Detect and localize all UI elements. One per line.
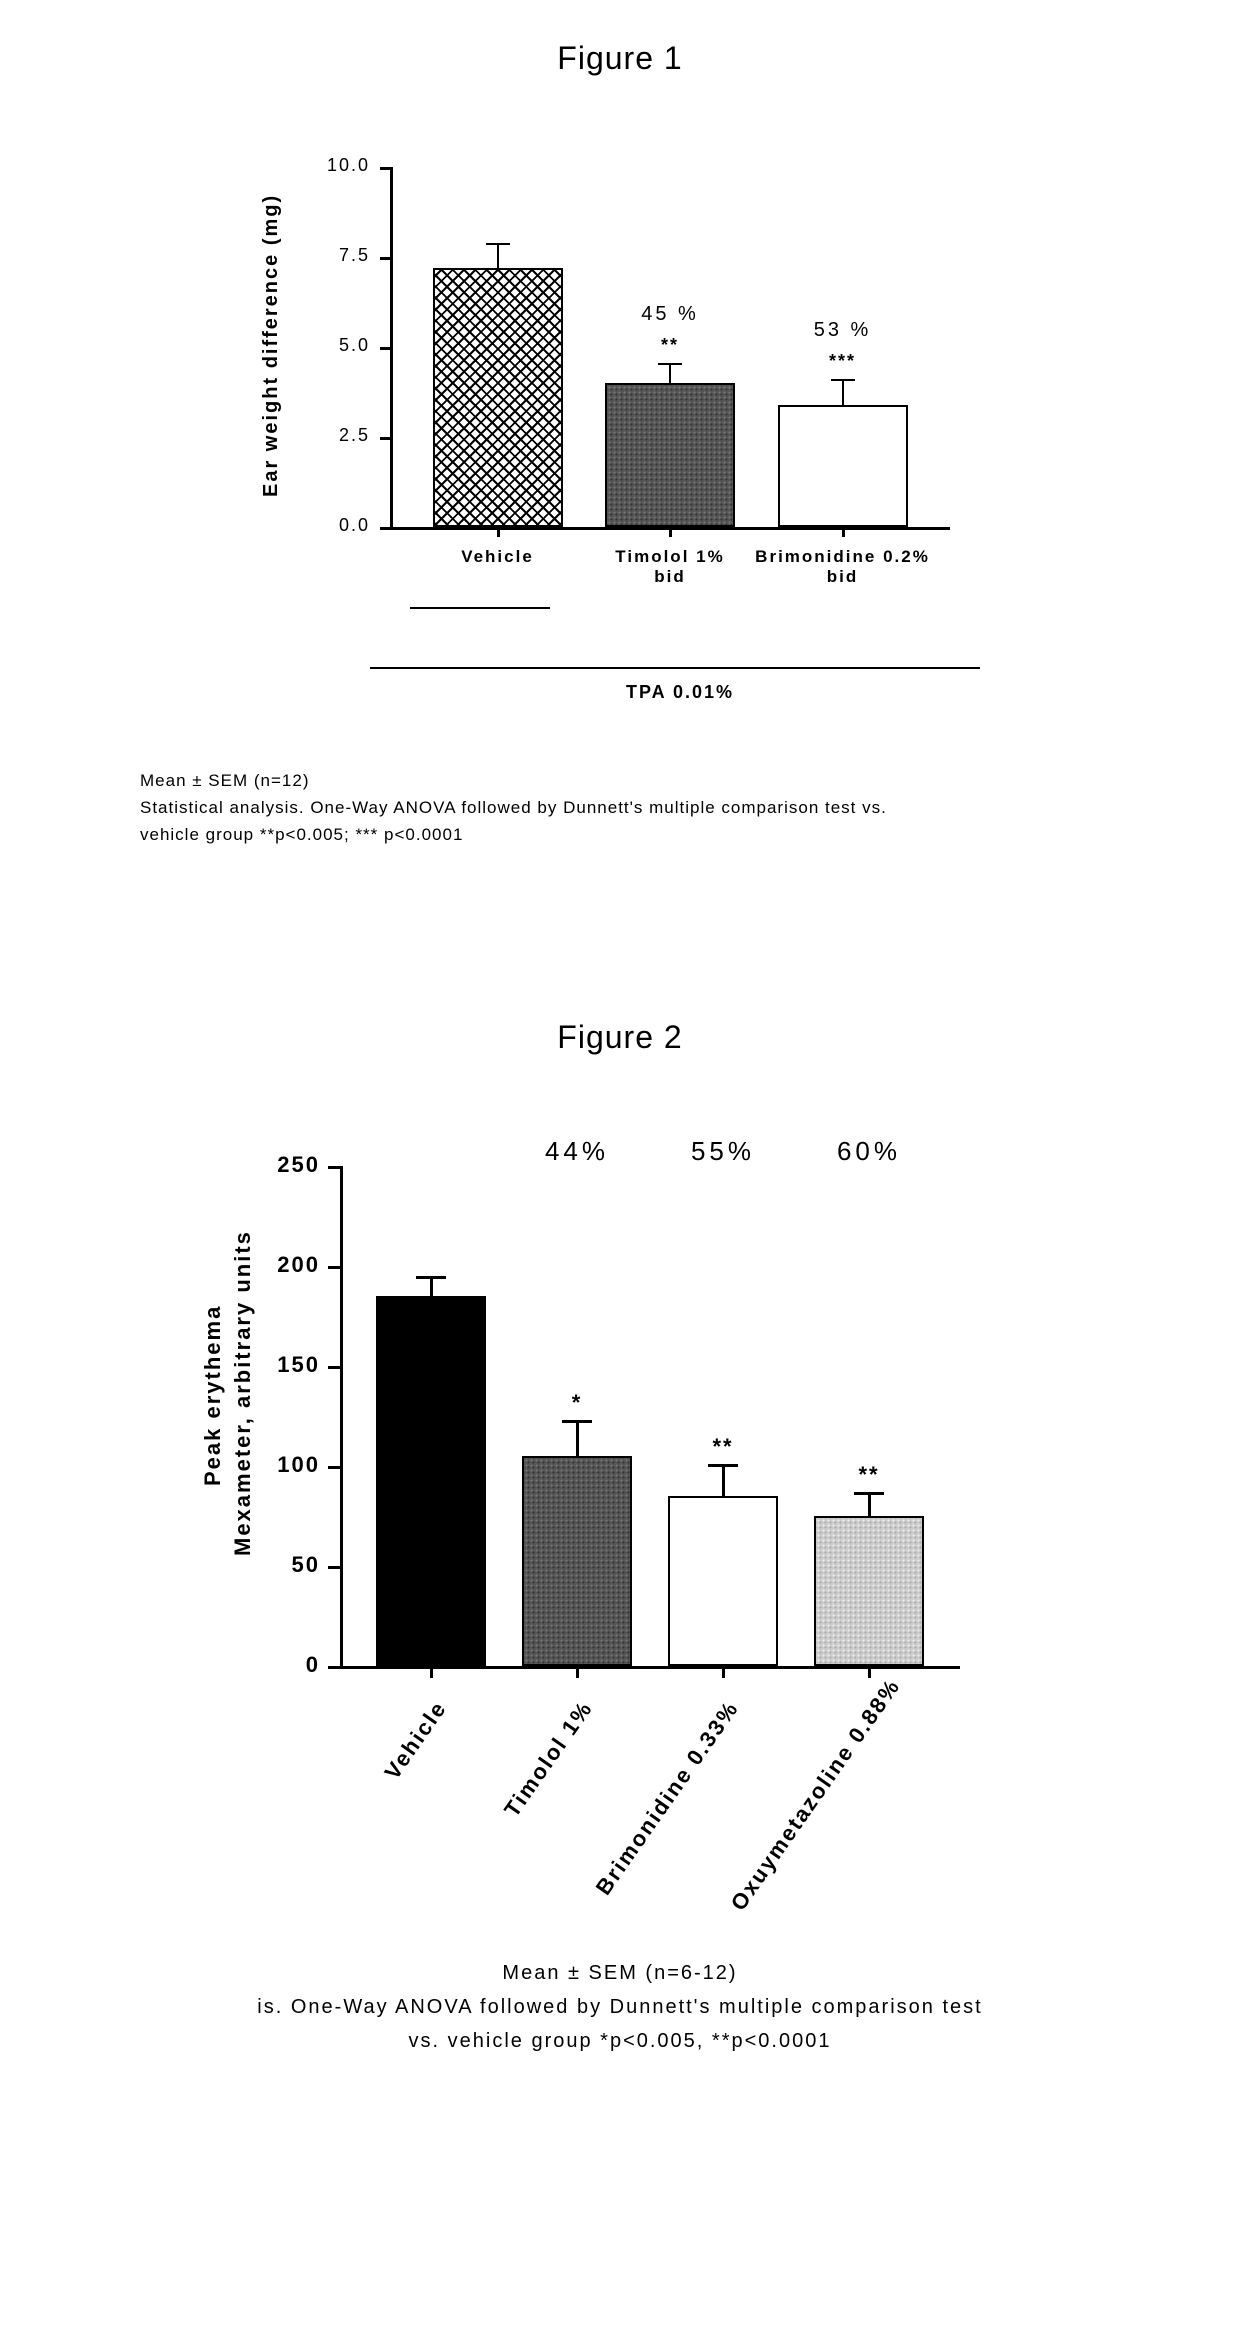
x-category-label: Timolol 1% [434, 1696, 599, 1916]
ytick-label: 200 [260, 1252, 320, 1278]
xtick [669, 527, 672, 537]
ytick-label: 0.0 [315, 515, 370, 536]
figure1-caption-line-1: Statistical analysis. One-Way ANOVA foll… [140, 794, 1100, 821]
error-cap [416, 1276, 446, 1279]
error-bar [669, 363, 671, 383]
ytick [328, 1666, 340, 1669]
figure1-group-long [370, 667, 980, 669]
x-category-label: Brimonidine 0.33% [580, 1696, 745, 1916]
ytick-label: 5.0 [315, 335, 370, 356]
pct-annotation: 55% [658, 1136, 788, 1167]
ytick [328, 1166, 340, 1169]
x-category-label: Vehicle [398, 547, 598, 567]
xtick [868, 1666, 871, 1678]
pct-annotation: 45 % [595, 303, 745, 326]
x-category-label: Timolol 1%bid [570, 547, 770, 587]
pct-annotation: 60% [804, 1136, 934, 1167]
error-cap [562, 1420, 592, 1423]
error-cap [708, 1464, 738, 1467]
bar [376, 1296, 486, 1666]
figure2-caption: Mean ± SEM (n=6-12) is. One-Way ANOVA fo… [120, 1956, 1120, 2058]
figure1-caption-line-2: vehicle group **p<0.005; *** p<0.0001 [140, 821, 1100, 848]
figure1-group-label: TPA 0.01% [590, 682, 770, 703]
ytick-label: 10.0 [315, 155, 370, 176]
error-cap [831, 379, 855, 381]
ytick [380, 347, 390, 350]
ytick-label: 2.5 [315, 425, 370, 446]
xtick [722, 1666, 725, 1678]
ytick-label: 150 [260, 1352, 320, 1378]
pct-annotation: 53 % [768, 319, 918, 342]
x-category-label: Oxuymetazoline 0.88% [726, 1696, 891, 1916]
y-axis-2 [340, 1166, 343, 1666]
ytick-label: 50 [260, 1552, 320, 1578]
pct-annotation: 44% [512, 1136, 642, 1167]
ytick-label: 100 [260, 1452, 320, 1478]
ytick [328, 1466, 340, 1469]
error-bar [430, 1276, 433, 1296]
ytick [380, 167, 390, 170]
ytick-label: 250 [260, 1152, 320, 1178]
bar [522, 1456, 632, 1666]
ytick [380, 527, 390, 530]
bar [605, 383, 735, 527]
figure1-caption-line-0: Mean ± SEM (n=12) [140, 767, 1100, 794]
significance-marker: ** [605, 335, 735, 356]
ytick [328, 1566, 340, 1569]
bar [433, 268, 563, 527]
figure2-caption-line-2: vs. vehicle group *p<0.005, **p<0.0001 [120, 2024, 1120, 2058]
xtick [430, 1666, 433, 1678]
figure1-group-short [410, 607, 550, 609]
figure1-chart: Ear weight difference (mg) 0.0 2.5 5.0 7.5 1… [240, 127, 1000, 747]
x-category-label: Vehicle [288, 1696, 453, 1916]
ytick [328, 1366, 340, 1369]
error-bar [497, 243, 499, 268]
ytick [380, 257, 390, 260]
error-cap [486, 243, 510, 245]
ytick-label: 7.5 [315, 245, 370, 266]
bar [668, 1496, 778, 1666]
page: Figure 1 Ear weight difference (mg) 0.0 2… [0, 40, 1240, 2058]
xtick [497, 527, 500, 537]
figure2-ylabel2: Mexameter, arbitrary units [230, 1230, 256, 1556]
significance-marker: * [522, 1390, 632, 1416]
xtick [842, 527, 845, 537]
error-bar [576, 1420, 579, 1456]
significance-marker: ** [814, 1462, 924, 1488]
error-bar [868, 1492, 871, 1516]
ytick-label: 0 [260, 1652, 320, 1678]
ytick [328, 1266, 340, 1269]
x-category-label: Brimonidine 0.2%bid [743, 547, 943, 587]
figure2-caption-line-1: is. One-Way ANOVA followed by Dunnett's … [120, 1990, 1120, 2024]
bar [778, 405, 908, 527]
figure2-caption-line-0: Mean ± SEM (n=6-12) [120, 1956, 1120, 1990]
significance-marker: *** [778, 351, 908, 372]
y-axis [390, 167, 393, 527]
figure2-chart: Peak erythema Mexameter, arbitrary units… [170, 1106, 1070, 1956]
xtick [576, 1666, 579, 1678]
bar [814, 1516, 924, 1666]
x-axis-2 [340, 1666, 960, 1669]
figure1-title: Figure 1 [0, 40, 1240, 77]
figure2-title: Figure 2 [0, 1019, 1240, 1056]
error-bar [842, 379, 844, 404]
ytick [380, 437, 390, 440]
error-bar [722, 1464, 725, 1496]
figure1-ylabel: Ear weight difference (mg) [260, 194, 283, 497]
figure2-ylabel1: Peak erythema [200, 1304, 226, 1485]
error-cap [658, 363, 682, 365]
figure1-caption: Mean ± SEM (n=12) Statistical analysis. … [140, 767, 1100, 849]
significance-marker: ** [668, 1434, 778, 1460]
error-cap [854, 1492, 884, 1495]
